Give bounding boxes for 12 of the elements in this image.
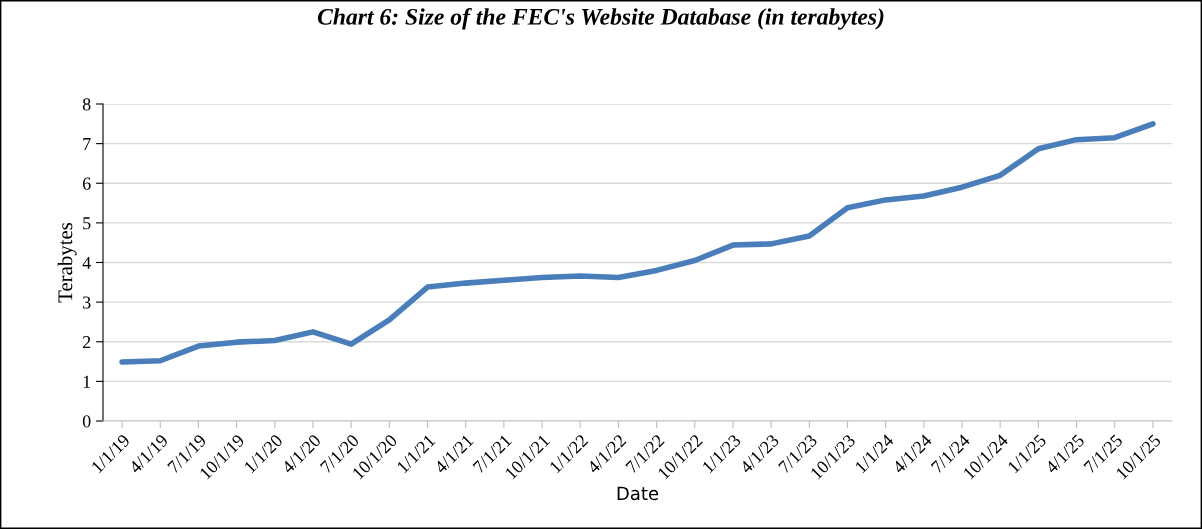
x-axis-title: Date	[617, 486, 659, 501]
chart-title: Chart 6: Size of the FEC's Website Database (in terabytes)	[317, 7, 884, 30]
y-tick-label: 8	[82, 98, 91, 111]
y-tick-label: 2	[82, 336, 91, 349]
y-axis-title: Terabytes	[57, 222, 77, 303]
y-tick-label: 7	[83, 138, 91, 150]
y-tick-label: 4	[82, 256, 91, 269]
y-tick-label: 6	[82, 177, 91, 190]
y-tick-label: 1	[83, 375, 91, 388]
y-tick-label: 3	[83, 296, 91, 309]
y-tick-label: 0	[82, 415, 91, 428]
y-tick-label: 5	[83, 217, 91, 230]
